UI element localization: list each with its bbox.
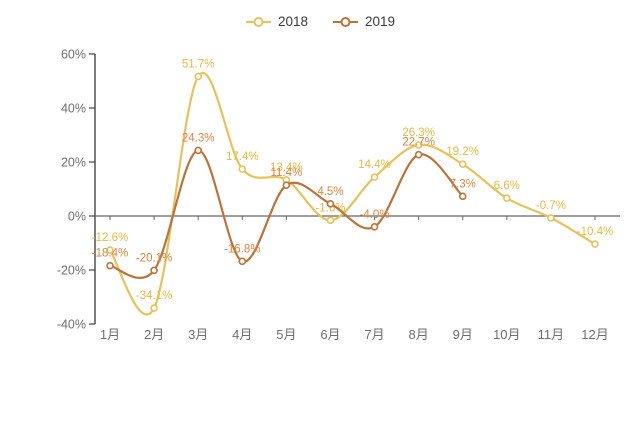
legend-label-2018: 2018 bbox=[277, 14, 308, 29]
y-axis-label: -20% bbox=[57, 264, 86, 278]
series-2018-point bbox=[503, 194, 511, 202]
series-2019-point bbox=[194, 146, 202, 155]
series-2018-point bbox=[370, 173, 379, 181]
x-axis-label: 6月 bbox=[320, 327, 340, 342]
x-axis-label: 1月 bbox=[100, 327, 120, 342]
series-2018-point bbox=[547, 214, 555, 222]
series-2018-data-label: 14.4% bbox=[358, 159, 391, 171]
chart-legend: 2018 2019 bbox=[0, 14, 640, 29]
line-marker-icon bbox=[333, 16, 358, 27]
series-2018-data-label: 6.6% bbox=[494, 180, 520, 192]
series-2019-point bbox=[282, 181, 291, 190]
legend-label-2019: 2019 bbox=[365, 14, 396, 29]
series-2018-point bbox=[150, 304, 158, 312]
series-2018-data-label: -10.4% bbox=[577, 226, 613, 238]
x-axis-label: 12月 bbox=[581, 327, 608, 342]
series-2018-data-label: 19.2% bbox=[446, 146, 479, 158]
y-axis-label: 40% bbox=[61, 102, 86, 116]
series-2018-data-label: 51.7% bbox=[182, 58, 215, 70]
series-2019-data-label: 11.4% bbox=[270, 167, 302, 179]
x-axis-label: 11月 bbox=[538, 327, 565, 342]
series-2019-point bbox=[414, 150, 423, 159]
series-2018-point bbox=[414, 141, 423, 149]
series-2019-point bbox=[150, 266, 158, 275]
series-2018-point bbox=[458, 160, 467, 168]
y-axis-label: 0% bbox=[68, 210, 86, 224]
series-2019-data-label: 7.3% bbox=[450, 178, 476, 190]
series-2019-data-label: 24.3% bbox=[182, 132, 215, 144]
x-axis-label: 2月 bbox=[144, 327, 164, 342]
legend-item-2018[interactable]: 2018 bbox=[245, 14, 308, 29]
line-marker-icon bbox=[245, 16, 271, 27]
legend-item-2019[interactable]: 2019 bbox=[332, 14, 395, 29]
series-2019-data-label: -18.4% bbox=[92, 248, 128, 260]
series-2018-data-label: -12.6% bbox=[92, 232, 128, 244]
y-axis-label: 20% bbox=[61, 156, 86, 170]
series-2019-data-label: -16.8% bbox=[224, 243, 260, 255]
series-2019-point bbox=[458, 192, 467, 201]
series-2018-point bbox=[194, 72, 202, 81]
series-2019-point bbox=[326, 200, 335, 208]
x-axis-label: 4月 bbox=[232, 327, 252, 342]
series-2019-data-label: 22.7% bbox=[402, 137, 435, 149]
series-2018-data-label: 13.4% bbox=[270, 162, 303, 174]
series-2018-data-label: -0.7% bbox=[536, 200, 566, 212]
series-2018-data-label: 17.4% bbox=[226, 151, 259, 163]
series-2018-point bbox=[106, 246, 114, 254]
series-2018-point bbox=[591, 240, 599, 248]
x-axis-label: 9月 bbox=[453, 327, 473, 342]
series-2018-data-label: -34.1% bbox=[136, 290, 172, 302]
y-axis-label: -40% bbox=[57, 318, 86, 332]
x-axis-label: 3月 bbox=[188, 327, 208, 342]
series-2018-point bbox=[326, 216, 335, 225]
series-2018-data-label: -1.6% bbox=[315, 202, 345, 214]
x-axis-label: 7月 bbox=[364, 327, 384, 342]
series-2018-point bbox=[238, 165, 247, 173]
series-2019-data-label: -4.0% bbox=[360, 209, 390, 221]
series-2019-line bbox=[109, 149, 464, 279]
x-axis-label: 8月 bbox=[409, 327, 429, 342]
series-2019-data-label: -20.1% bbox=[136, 252, 172, 264]
series-2019-point bbox=[238, 257, 247, 266]
series-2018-line bbox=[109, 72, 596, 316]
series-2019-data-label: 4.5% bbox=[317, 186, 343, 198]
x-axis-label: 5月 bbox=[276, 327, 296, 342]
series-2018-data-label: 26.3% bbox=[402, 127, 435, 139]
series-2019-point bbox=[106, 261, 114, 270]
y-axis-label: 60% bbox=[61, 48, 86, 62]
series-2019-point bbox=[370, 223, 379, 231]
x-axis-label: 10月 bbox=[493, 327, 520, 342]
